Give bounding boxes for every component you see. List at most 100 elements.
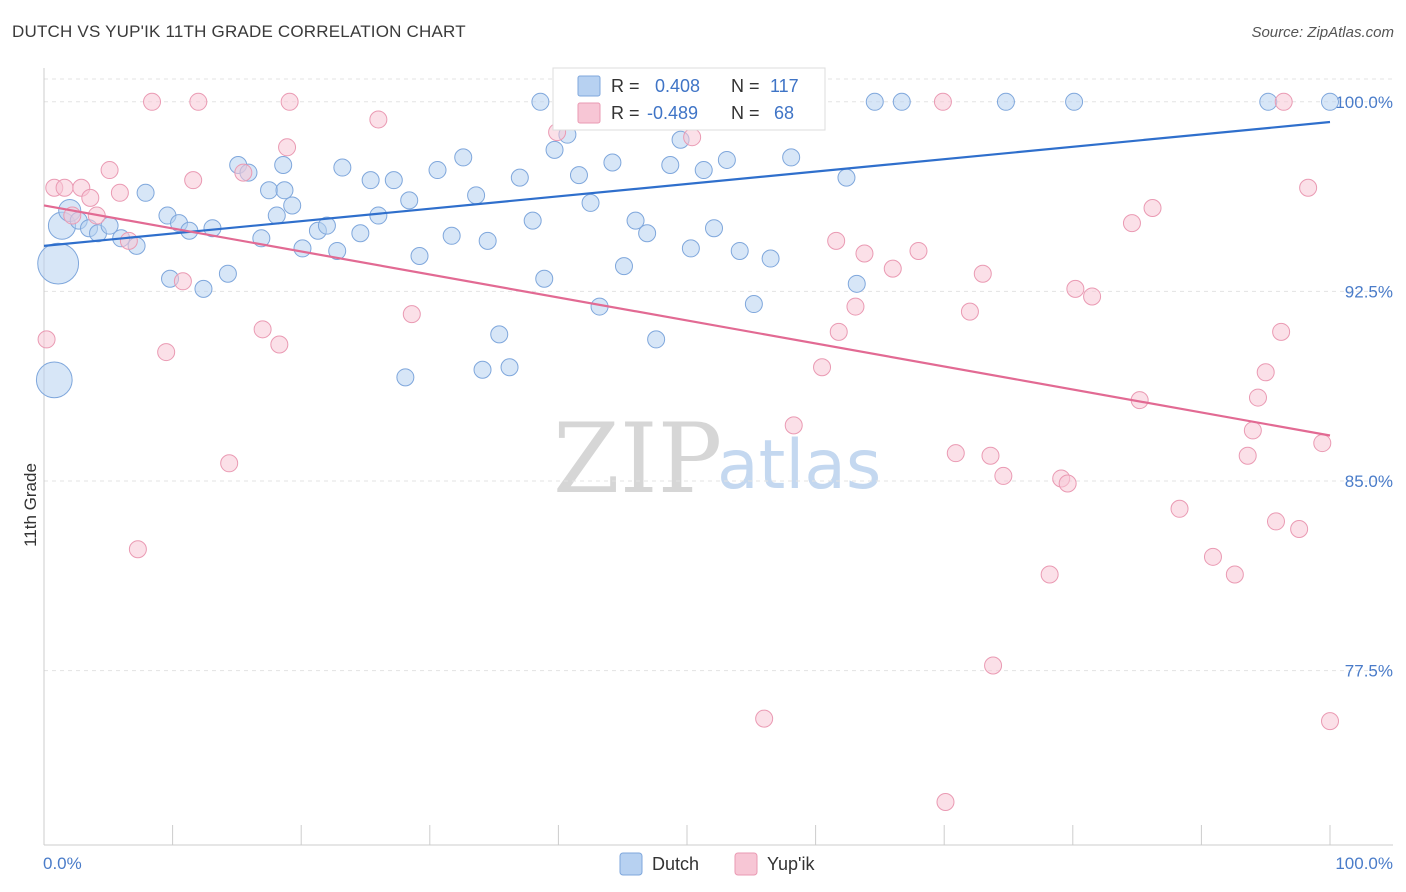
- yupik-point: [829, 322, 848, 341]
- yupik-point: [846, 297, 865, 316]
- dutch-point: [535, 269, 554, 288]
- dutch-point: [626, 211, 645, 230]
- y-tick-label: 85.0%: [1345, 472, 1393, 491]
- x-tick-label-max: 100.0%: [1335, 854, 1393, 873]
- dutch-point: [283, 196, 302, 215]
- dutch-point: [37, 242, 80, 285]
- x-tick-label-min: 0.0%: [43, 854, 82, 873]
- yupik-point: [960, 302, 979, 321]
- yupik-point: [981, 446, 1000, 465]
- dutch-point: [467, 186, 486, 205]
- dutch-point: [328, 241, 347, 260]
- yupik-point: [1083, 287, 1102, 306]
- dutch-point: [274, 156, 293, 175]
- y-tick-label: 92.5%: [1345, 282, 1393, 301]
- y-tick-labels: 100.0% 92.5% 85.0% 77.5%: [1335, 93, 1393, 681]
- yupik-point: [1066, 279, 1085, 298]
- dutch-point: [293, 239, 312, 258]
- stats-dutch-swatch: [577, 75, 601, 97]
- dutch-point: [454, 148, 473, 167]
- dutch-point: [267, 206, 286, 225]
- yupik-point: [100, 161, 119, 180]
- yupik-point: [173, 272, 192, 291]
- dutch-point: [581, 193, 600, 212]
- dutch-trend-line: [43, 120, 1331, 247]
- yupik-point: [1170, 499, 1189, 518]
- dutch-point: [638, 224, 657, 243]
- dutch-point: [136, 183, 155, 202]
- stats-yupik-n-value: 68: [774, 103, 794, 123]
- chart-title: DUTCH VS YUP'IK 11TH GRADE CORRELATION C…: [12, 22, 466, 41]
- yupik-point: [1256, 363, 1275, 382]
- yupik-point: [280, 92, 299, 111]
- dutch-point: [396, 368, 415, 387]
- dutch-point: [782, 148, 801, 167]
- dutch-point: [333, 158, 352, 177]
- yupik-point: [973, 264, 992, 283]
- yupik-point: [369, 110, 388, 129]
- yupik-point: [1272, 322, 1291, 341]
- yupik-point: [402, 305, 421, 324]
- y-tick-label: 100.0%: [1335, 93, 1393, 112]
- dutch-point: [384, 171, 403, 190]
- dutch-point: [531, 92, 550, 111]
- yupik-point: [1243, 421, 1262, 440]
- dutch-point: [473, 360, 492, 379]
- yupik-point: [984, 656, 1003, 675]
- yupik-point: [234, 163, 253, 182]
- yupik-point: [1299, 178, 1318, 197]
- yupik-point: [909, 241, 928, 260]
- yupik-point: [755, 709, 774, 728]
- dutch-points: [35, 92, 1339, 399]
- x-ticks: [43, 825, 1331, 845]
- yupik-point: [184, 171, 203, 190]
- yupik-point: [855, 244, 874, 263]
- yupik-point: [143, 92, 162, 111]
- yupik-point: [784, 416, 803, 435]
- dutch-point: [275, 181, 294, 200]
- axes: [43, 68, 1393, 846]
- dutch-point: [705, 219, 724, 238]
- dutch-point: [442, 226, 461, 245]
- dutch-point: [681, 239, 700, 258]
- dutch-point: [194, 279, 213, 298]
- yupik-point: [119, 231, 138, 250]
- dutch-point: [510, 168, 529, 187]
- yupik-point: [683, 128, 702, 147]
- dutch-point: [865, 92, 884, 111]
- dutch-point: [1321, 92, 1339, 111]
- dutch-point: [361, 171, 380, 190]
- yupik-point: [1122, 214, 1141, 233]
- legend-dutch-label: Dutch: [652, 854, 699, 874]
- dutch-point: [35, 361, 73, 399]
- dutch-point: [569, 166, 588, 185]
- stats-yupik-r-label: R =: [611, 103, 640, 123]
- dutch-point: [761, 249, 780, 268]
- dutch-point: [847, 274, 866, 293]
- stats-dutch-r-value: 0.408: [655, 76, 700, 96]
- yupik-point: [157, 343, 176, 362]
- yupik-point: [1040, 565, 1059, 584]
- dutch-point: [694, 161, 713, 180]
- dutch-point: [647, 330, 666, 349]
- yupik-point: [189, 92, 208, 111]
- yupik-point: [128, 540, 147, 559]
- dutch-point: [500, 358, 519, 377]
- dutch-point: [369, 206, 388, 225]
- yupik-point: [813, 358, 832, 377]
- yupik-point: [1143, 198, 1162, 217]
- dutch-point: [1259, 92, 1278, 111]
- dutch-point: [400, 191, 419, 210]
- dutch-point: [837, 168, 856, 187]
- yupik-point: [37, 330, 56, 349]
- watermark-zip: ZIP: [553, 403, 722, 515]
- dutch-point: [730, 241, 749, 260]
- yupik-point: [220, 454, 239, 473]
- watermark-atlas: atlas: [717, 426, 881, 505]
- dutch-point: [490, 325, 509, 344]
- dutch-point: [744, 295, 763, 314]
- dutch-point: [1065, 92, 1084, 111]
- y-axis-label: 11th Grade: [21, 463, 40, 547]
- yupik-trend-line: [43, 204, 1331, 437]
